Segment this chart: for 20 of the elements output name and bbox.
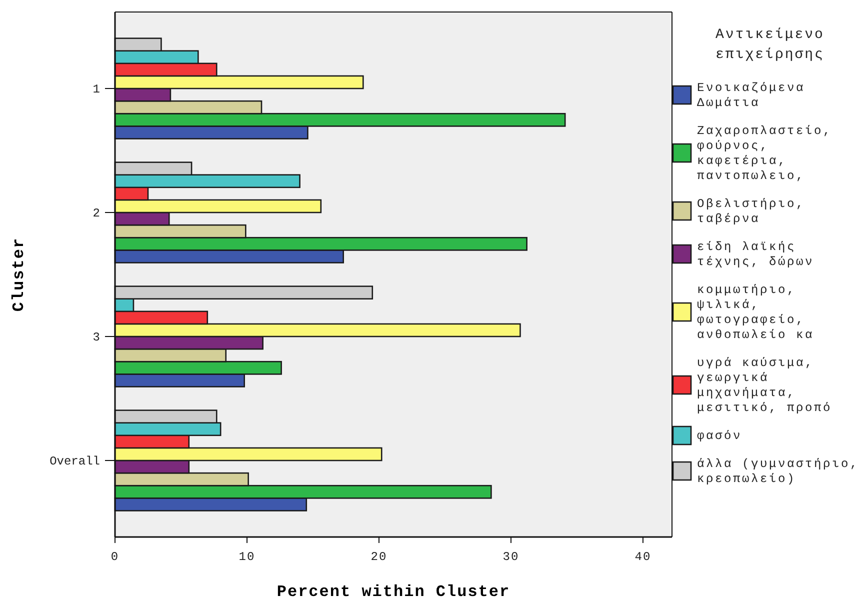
x-tick-label: 40 — [634, 550, 652, 564]
x-tick-label: 30 — [502, 550, 520, 564]
legend-label: κομμωτήριο, ψιλικά, φωτογραφείο, ανθοπωλείο κα — [697, 283, 814, 342]
legend-label: φασόν — [697, 429, 742, 443]
y-tick-label: 3 — [92, 330, 100, 344]
y-tick-label: 2 — [92, 206, 100, 220]
legend-title: Αντικείμενο επιχείρησης — [716, 27, 824, 63]
legend-label: Ζαχαροπλαστείο, φούρνος, καφετέρια, παντοπωλειο, — [697, 124, 832, 183]
y-axis-title: Cluster — [10, 237, 28, 312]
legend-label: άλλα (γυμναστήριο, κρεοπωλείο) — [697, 457, 860, 486]
x-tick-label: 0 — [110, 550, 120, 564]
x-tick-label: 10 — [238, 550, 256, 564]
legend-label: Ενοικαζόμενα Δωμάτια — [697, 81, 806, 110]
y-tick-label: 1 — [92, 82, 100, 97]
legend-label: είδη λαϊκής τέχνης, δώρων — [697, 240, 814, 269]
legend-label: Οβελιστήριο, ταβέρνα — [697, 197, 806, 226]
x-tick-label: 20 — [370, 550, 388, 564]
y-tick-label: Overall — [50, 454, 100, 468]
legend-label: υγρά καύσιμα, γεωργικά μηχανήματα, μεσιτικό, προπό — [697, 356, 832, 415]
x-axis-title: Percent within Cluster — [276, 583, 510, 601]
